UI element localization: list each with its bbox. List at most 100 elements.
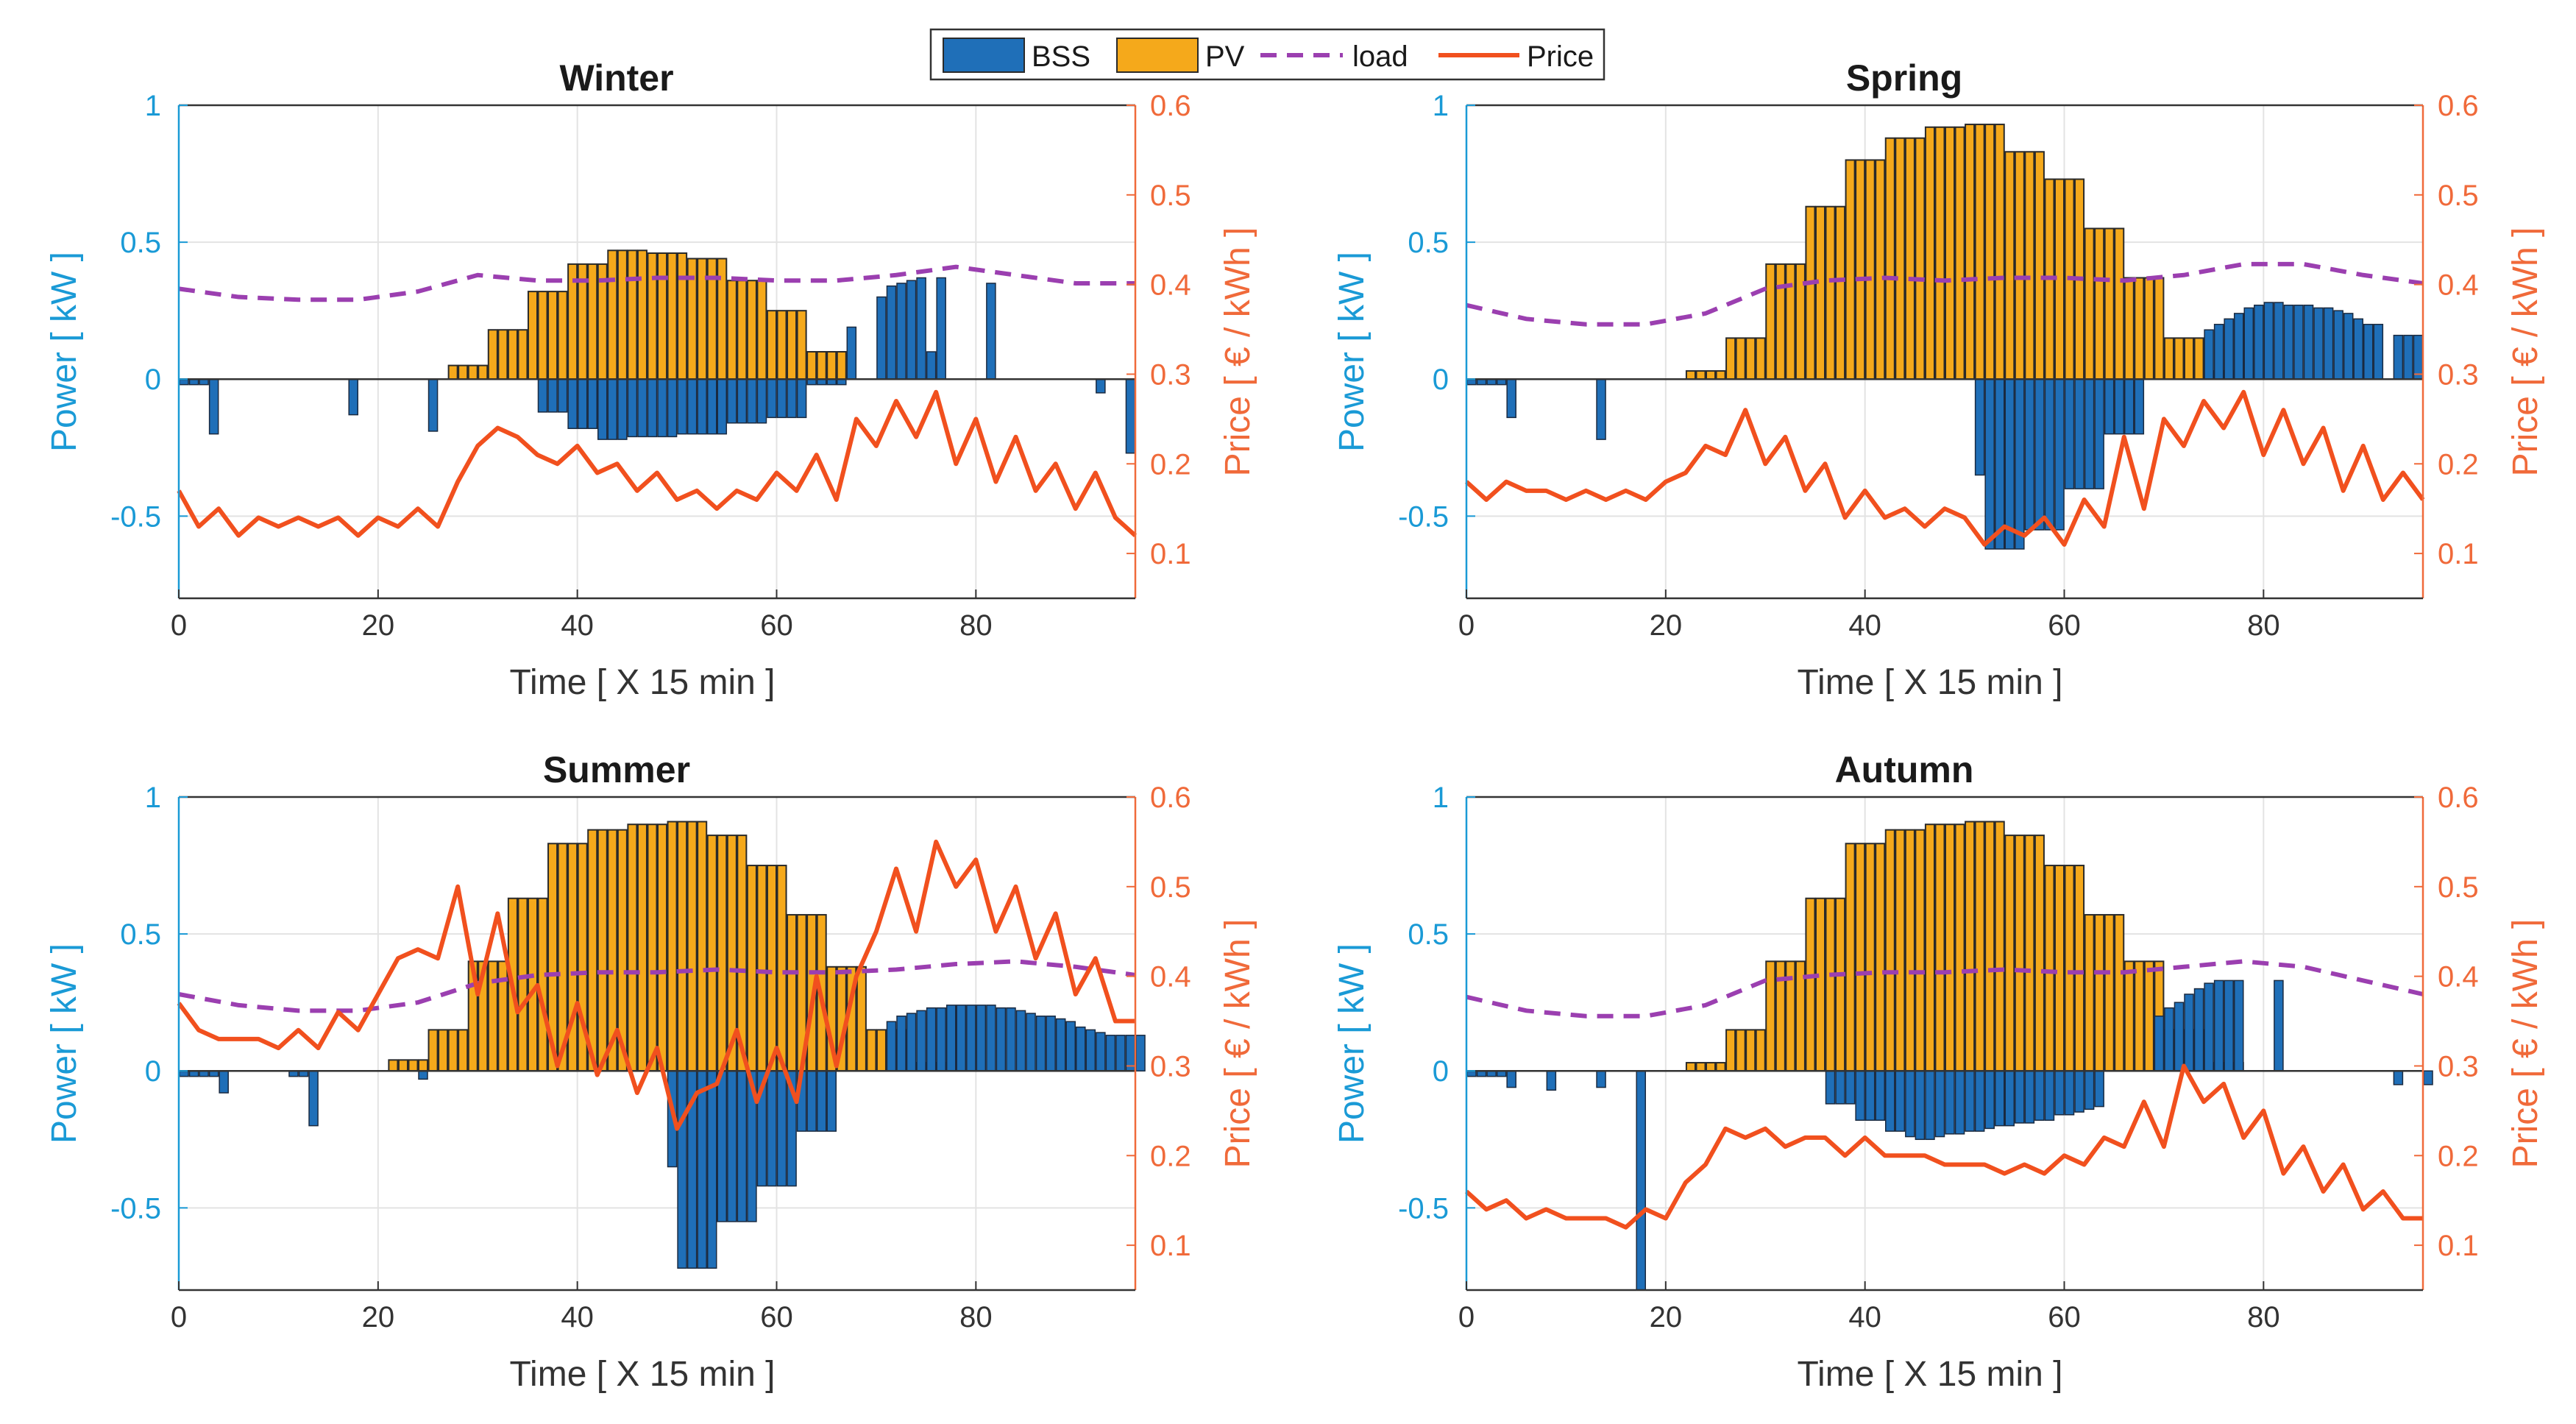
y-tick-label: 0 (1433, 1055, 1449, 1088)
pv-bar (1775, 263, 1786, 380)
bss-bar (2393, 334, 2404, 380)
bss-bar (1096, 378, 1106, 394)
y2-tick-label: 0.3 (1150, 358, 1191, 391)
pv-bar (746, 280, 757, 380)
bss-bar (686, 378, 698, 435)
bss-bar (2263, 302, 2274, 380)
y-tick-label: 0 (145, 1055, 161, 1088)
pv-bar (787, 310, 798, 380)
bss-bar (727, 378, 737, 424)
pv-bar (1814, 897, 1825, 1072)
y-tick-label: -0.5 (110, 1192, 161, 1225)
bss-bar (2184, 993, 2194, 1071)
x-tick-label: 40 (1848, 1301, 1881, 1333)
bss-bar (706, 378, 717, 435)
y-tick-label: -0.5 (1398, 500, 1449, 533)
pv-bar (2024, 151, 2035, 380)
legend-item-bss: BSS (943, 38, 1090, 73)
price-line (1464, 1063, 2423, 1230)
bss-bar (2054, 378, 2065, 531)
pv-bar (1934, 126, 1945, 380)
y2-tick-label: 0.4 (1150, 269, 1191, 302)
pv-bar (427, 1029, 439, 1072)
pv-bar (2143, 277, 2154, 380)
bss-bar (2044, 1070, 2055, 1121)
bss-bar (2233, 313, 2244, 380)
bss-bar (1055, 1018, 1066, 1071)
pv-bar (667, 821, 678, 1072)
pv-bar (1904, 829, 1915, 1072)
pv-bar (766, 310, 778, 380)
x-tick-label: 40 (561, 609, 594, 642)
pv-bar (2123, 960, 2135, 1072)
pv-bar (836, 351, 847, 380)
pv-bar (2143, 960, 2154, 1072)
pv-bar (1945, 126, 1956, 380)
y2-tick-label: 0.5 (1150, 871, 1191, 904)
y-axis-label: Power [ kW ] (1333, 252, 1372, 452)
pv-bar (2193, 337, 2204, 380)
y-tick-label: 0 (145, 364, 161, 396)
pv-bar (438, 1029, 449, 1072)
pv-bar (587, 263, 598, 380)
pv-bar (1875, 843, 1886, 1072)
bss-bar (1065, 1021, 1076, 1071)
bss-bar (1984, 1070, 1995, 1130)
y2-tick-label: 0.2 (2438, 1140, 2479, 1172)
y-tick-label: 0.5 (1408, 918, 1449, 951)
legend-item-price: Price (1438, 40, 1594, 73)
y2-tick-label: 0.5 (2438, 871, 2479, 904)
y2-tick-label: 0.3 (1150, 1050, 1191, 1083)
x-tick-label: 40 (561, 1301, 594, 1333)
bss-bar (2423, 1070, 2433, 1085)
bss-bar (2233, 980, 2244, 1071)
pv-bar (636, 823, 647, 1072)
bss-bar (657, 378, 667, 438)
bss-bar (727, 1070, 737, 1222)
pv-bar (756, 280, 767, 380)
pv-bar (647, 252, 658, 380)
pv-bar (1695, 1062, 1706, 1072)
pv-bar (737, 280, 748, 380)
bss-bar (717, 1070, 728, 1222)
bss-bar (587, 378, 597, 429)
y2-tick-label: 0.6 (1150, 782, 1191, 814)
pv-bar (686, 821, 698, 1072)
pv-bar (487, 960, 498, 1072)
load-line (1466, 959, 2424, 1019)
y-tick-label: -0.5 (110, 500, 161, 533)
bss-bar (1905, 1070, 1915, 1138)
pv-bar (1974, 821, 1985, 1072)
pv-bar (2104, 914, 2115, 1072)
bss-bar (1835, 1070, 1845, 1105)
bss-bar (2274, 302, 2284, 380)
y2-tick-label: 0.4 (2438, 961, 2479, 993)
y2-tick-label: 0.1 (2438, 538, 2479, 570)
pv-bar (2034, 835, 2045, 1072)
pv-bar (1765, 263, 1776, 380)
bss-bar (2174, 1002, 2185, 1071)
pv-bar (1984, 124, 1995, 380)
y2-tick-label: 0.3 (2438, 358, 2479, 391)
bss-bar (2074, 378, 2084, 489)
x-tick-label: 60 (2048, 1301, 2081, 1333)
bss-bar (1885, 1070, 1895, 1132)
pv-bar (458, 364, 469, 380)
bss-bar (1934, 1070, 1945, 1138)
bss-bar (2134, 378, 2145, 435)
bss-bar (418, 1070, 428, 1080)
pv-bar (1945, 823, 1956, 1072)
pv-bar (1755, 337, 1766, 380)
pv-bar (1864, 843, 1876, 1072)
pv-bar (1895, 829, 1906, 1072)
bss-bar (1506, 1070, 1516, 1088)
legend: BSS PV load Price (929, 28, 1605, 81)
bss-bar (1135, 1035, 1146, 1071)
bss-bar (2164, 1007, 2174, 1071)
load-line (178, 264, 1135, 302)
bss-bar (747, 378, 757, 424)
bss-bar (1015, 1010, 1026, 1071)
y-tick-label: 0 (1433, 364, 1449, 396)
bss-bar (2373, 324, 2384, 380)
y2-axis-label: Price [ € / kWh ] (1218, 919, 1257, 1169)
